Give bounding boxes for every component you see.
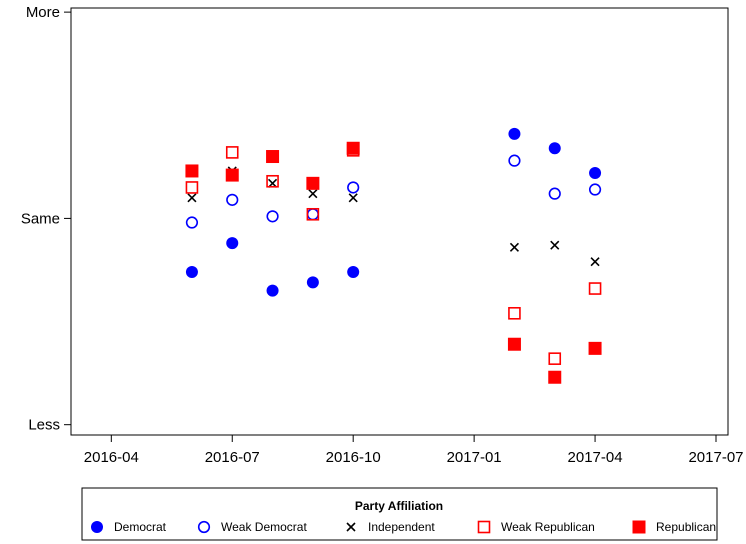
axes: 2016-04 2016-07 2016-10 2017-01 2017-04 2017-… [21, 4, 744, 466]
point-democrat [185, 266, 198, 279]
y-tick-label: More [26, 4, 60, 21]
point-republican [346, 141, 360, 155]
point-republican [306, 176, 320, 190]
legend-label-weak-democrat: Weak Democrat [221, 520, 307, 534]
point-republican [548, 370, 562, 384]
point-weak-republican [225, 146, 239, 159]
legend-label-republican: Republican [656, 520, 716, 534]
legend-label-weak-republican: Weak Republican [501, 520, 595, 534]
point-weak-democrat [306, 208, 319, 221]
point-weak-democrat [347, 181, 360, 194]
series-independent [187, 166, 600, 267]
point-weak-republican [588, 282, 602, 295]
legend-title: Party Affiliation [355, 499, 443, 513]
series-weak-republican [185, 144, 602, 365]
point-independent [187, 193, 197, 203]
point-independent [550, 240, 560, 250]
legend: Party Affiliation Democrat Weak Democrat I… [81, 487, 718, 541]
x-tick-label: 2016-10 [326, 449, 381, 466]
point-weak-republican [185, 181, 199, 194]
legend-marker-independent [346, 522, 356, 532]
legend-marker-republican [632, 520, 646, 534]
point-democrat [347, 266, 360, 279]
series-republican [185, 141, 602, 384]
point-weak-democrat [588, 183, 602, 196]
point-independent [590, 257, 600, 267]
point-weak-democrat [185, 216, 199, 229]
point-republican [507, 337, 521, 351]
point-democrat [226, 237, 239, 250]
x-tick-label: 2016-04 [84, 449, 139, 466]
point-democrat [589, 167, 602, 180]
x-tick-label: 2017-01 [447, 449, 502, 466]
legend-label-democrat: Democrat [114, 520, 167, 534]
point-weak-democrat [266, 210, 279, 223]
x-tick-label: 2017-07 [688, 449, 743, 466]
point-weak-democrat [508, 154, 521, 167]
legend-frame [81, 487, 718, 541]
point-independent [308, 189, 318, 199]
point-democrat [548, 142, 561, 155]
x-tick-label: 2017-04 [568, 449, 623, 466]
series-weak-democrat [185, 154, 602, 229]
y-tick-label: Same [21, 210, 60, 227]
point-independent [348, 193, 358, 203]
point-independent [509, 242, 520, 252]
point-republican [225, 168, 239, 182]
point-weak-republican [508, 306, 521, 320]
x-tick-label: 2016-07 [205, 449, 260, 466]
y-tick-label: Less [28, 417, 60, 434]
point-weak-democrat [548, 187, 561, 200]
plot-frame [70, 7, 729, 436]
point-republican [266, 150, 280, 164]
point-weak-republican [306, 207, 320, 221]
point-democrat [306, 276, 319, 289]
point-republican [185, 164, 199, 178]
legend-marker-weak-republican [477, 520, 491, 534]
legend-marker-weak-democrat [197, 520, 211, 534]
point-weak-republican [548, 352, 562, 365]
series-democrat [185, 127, 602, 297]
legend-label-independent: Independent [368, 520, 435, 534]
point-democrat [266, 284, 279, 297]
point-weak-republican [266, 174, 279, 188]
point-democrat [508, 127, 521, 140]
point-weak-democrat [226, 193, 239, 206]
data-points [185, 127, 602, 384]
legend-marker-democrat [91, 521, 103, 533]
point-republican [588, 341, 602, 355]
